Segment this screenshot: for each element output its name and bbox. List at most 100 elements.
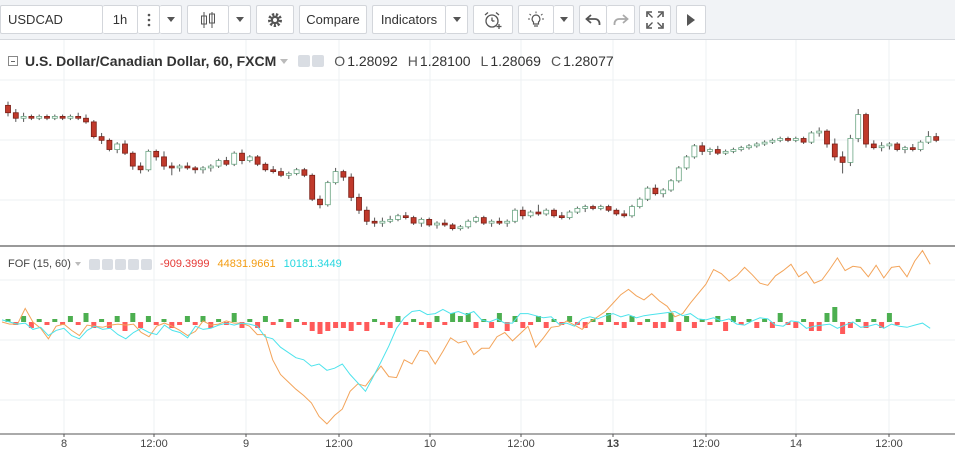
candle-body (480, 217, 487, 224)
candle-body (527, 211, 534, 217)
candle-body (613, 209, 620, 215)
candle-body (457, 226, 464, 230)
candle-body (324, 182, 331, 206)
candle-body (551, 209, 557, 217)
settings-icon[interactable] (312, 55, 325, 67)
histogram-bar (668, 313, 674, 322)
chart-style-dropdown-button[interactable] (229, 5, 251, 34)
compare-button[interactable]: Compare (299, 5, 367, 34)
alarm-clock-icon (484, 11, 502, 29)
candle-body (761, 141, 768, 145)
chevron-down-icon (235, 17, 244, 22)
candle-body (707, 149, 713, 152)
indicators-dropdown-button[interactable] (446, 5, 468, 34)
candle-body (356, 196, 362, 211)
candle-body (309, 174, 316, 200)
candle-body (917, 141, 924, 150)
candle-body (317, 198, 323, 206)
close-icon[interactable] (140, 258, 152, 270)
eye-icon[interactable] (88, 258, 100, 270)
candle-body (668, 180, 674, 191)
alert-button[interactable] (473, 5, 513, 34)
candle-body (488, 220, 495, 224)
histogram-bar (153, 322, 159, 325)
candle-body (878, 145, 885, 149)
symbol-search-input[interactable]: USDCAD (0, 5, 103, 34)
series-title[interactable]: U.S. Dollar/Canadian Dollar, 60, FXCM (25, 53, 277, 69)
candle-body (660, 189, 667, 195)
histogram-bar (340, 322, 346, 328)
candle-body (863, 114, 869, 145)
redo-button[interactable] (607, 5, 635, 34)
time-axis-label: 12:00 (875, 438, 903, 450)
candle-body (215, 160, 222, 167)
candle-body (348, 176, 355, 198)
indicator-value-cyan: 10181.3449 (283, 258, 342, 270)
histogram-bar (660, 322, 666, 328)
interval-text: 1h (112, 12, 128, 27)
candle-body (933, 136, 940, 141)
candle-body (129, 152, 136, 167)
candle-body (808, 132, 815, 143)
histogram-bar (637, 322, 643, 325)
chart-style-button[interactable] (187, 5, 229, 34)
candle-body (902, 147, 908, 150)
histogram-bar (551, 319, 557, 322)
time-axis-label: 9 (243, 438, 249, 450)
ideas-button[interactable] (518, 5, 554, 34)
candle-body (590, 206, 596, 209)
histogram-bar (676, 322, 682, 331)
histogram-bar (356, 322, 362, 325)
candle-body (496, 220, 503, 224)
chart-canvas[interactable]: 8 12:00 9 12:00 10 12:00 13 12:00 14 12:00 (0, 40, 955, 451)
grid (0, 40, 955, 434)
undo-button[interactable] (579, 5, 607, 34)
ideas-dropdown-button[interactable] (554, 5, 574, 34)
histogram-bar (645, 319, 651, 322)
time-axis-label: 8 (61, 438, 67, 450)
candle-body (839, 156, 846, 163)
candle-body (153, 150, 160, 158)
eye-icon[interactable] (298, 55, 311, 67)
symbol-text: USDCAD (8, 12, 63, 27)
add-icon[interactable] (127, 258, 139, 270)
candle-body (746, 145, 752, 149)
histogram-bar (130, 313, 136, 322)
histogram-bar (855, 319, 861, 322)
candle-body (722, 150, 729, 154)
candle-body (285, 173, 292, 176)
candle-body (792, 138, 799, 141)
interval-dropdown-button[interactable] (160, 5, 182, 34)
candle-body (137, 165, 144, 171)
interval-button[interactable]: 1h (103, 5, 138, 34)
histogram-bar (52, 319, 58, 322)
time-axis-label: 12:00 (507, 438, 535, 450)
fullscreen-button[interactable] (639, 5, 671, 34)
candle-body (114, 143, 121, 150)
histogram-bar (99, 319, 105, 322)
candle-body (925, 136, 932, 143)
main-legend: U.S. Dollar/Canadian Dollar, 60, FXCM O … (8, 52, 614, 70)
collapse-icon[interactable] (8, 56, 18, 66)
candle-body (636, 198, 643, 207)
histogram-bar (216, 319, 222, 322)
candle-body (566, 211, 573, 219)
interval-more-button[interactable] (138, 5, 160, 34)
histogram-bar (192, 322, 198, 325)
candle-body (699, 145, 706, 152)
settings-icon[interactable] (101, 258, 113, 270)
indicator-title[interactable]: FOF (15, 60) (8, 258, 71, 270)
histogram-bar (520, 322, 526, 328)
replay-button[interactable] (676, 5, 706, 34)
settings-button[interactable] (256, 5, 294, 34)
indicators-button[interactable]: Indicators (372, 5, 446, 34)
chevron-down-icon[interactable] (74, 262, 81, 266)
candle-body (122, 143, 128, 154)
time-axis[interactable]: 8 12:00 9 12:00 10 12:00 13 12:00 14 12:00 (61, 434, 903, 450)
histogram-bar (746, 319, 752, 322)
chevron-down-icon[interactable] (280, 58, 289, 64)
candle-body (36, 116, 43, 119)
play-icon (687, 13, 695, 26)
candle-body (652, 187, 659, 195)
source-icon[interactable] (114, 258, 126, 270)
